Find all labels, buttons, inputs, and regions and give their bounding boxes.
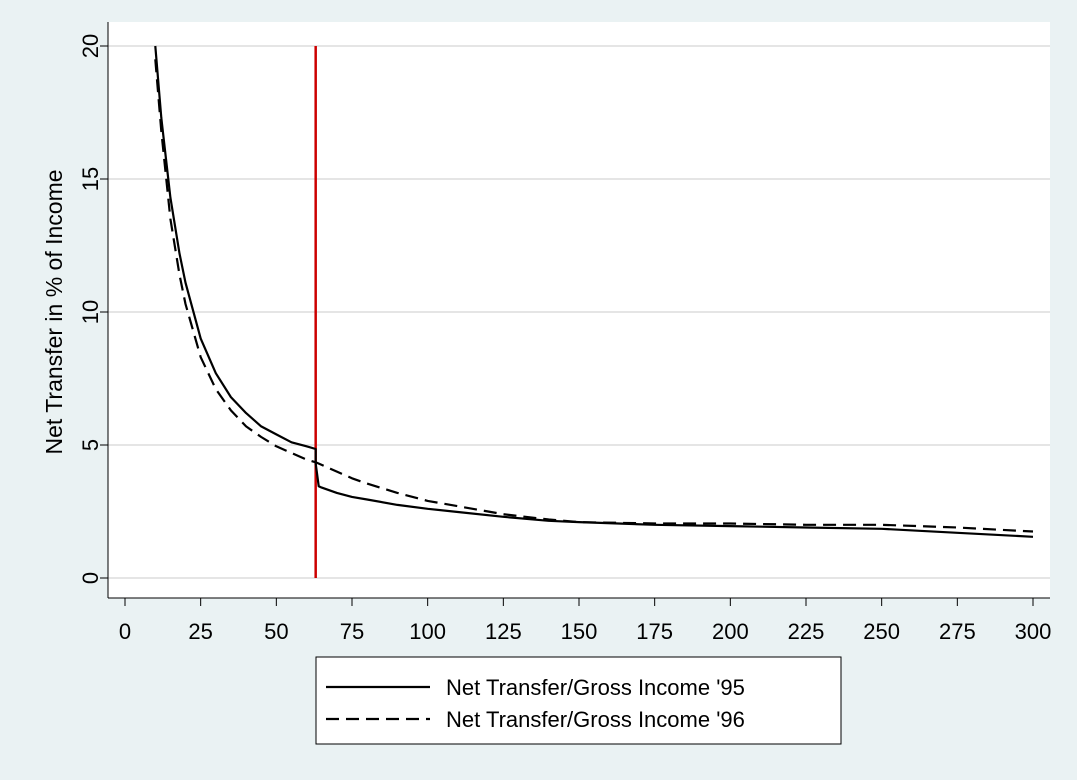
x-tick-label: 100 (409, 619, 446, 644)
y-tick-label: 15 (78, 167, 103, 191)
y-tick-label: 10 (78, 300, 103, 324)
x-tick-label: 25 (188, 619, 212, 644)
legend-label-2: Net Transfer/Gross Income '96 (446, 707, 745, 732)
y-axis-title-group: Net Transfer in % of Income (41, 169, 67, 454)
x-tick-label: 300 (1015, 619, 1052, 644)
x-tick-label: 50 (264, 619, 288, 644)
legend-label-1: Net Transfer/Gross Income '95 (446, 675, 745, 700)
x-tick-label: 125 (485, 619, 522, 644)
x-tick-label: 250 (863, 619, 900, 644)
x-tick-label: 275 (939, 619, 976, 644)
y-axis-title: Net Transfer in % of Income (41, 169, 67, 454)
x-tick-label: 175 (636, 619, 673, 644)
x-tick-label: 200 (712, 619, 749, 644)
legend-box (315, 656, 842, 745)
series-line-2 (154, 59, 1034, 533)
x-tick-label: 75 (340, 619, 364, 644)
x-tick-label: 0 (119, 619, 131, 644)
y-tick-label: 20 (78, 34, 103, 58)
legend: Net Transfer/Gross Income '95 Net Transfe… (315, 656, 842, 745)
y-tick-label: 0 (78, 572, 103, 584)
plot-area (108, 22, 1050, 598)
grid-lines (108, 45, 1050, 579)
series-line-1 (154, 45, 1034, 538)
x-tick-label: 225 (788, 619, 825, 644)
x-tick-label: 150 (561, 619, 598, 644)
y-tick-label: 5 (78, 439, 103, 451)
series-group (154, 45, 1034, 538)
